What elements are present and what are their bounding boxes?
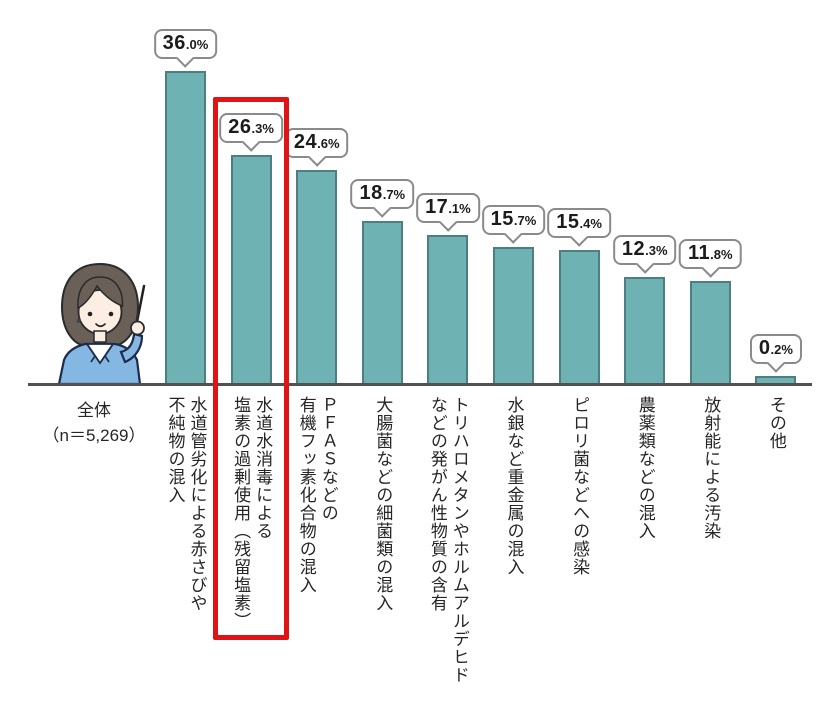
category-label: 大腸菌などの細菌類の混入 — [373, 396, 393, 612]
value-int: 11 — [688, 242, 711, 264]
category-label: 水道水消毒による 塩素の過剰使用（残留塩素） — [231, 396, 273, 630]
presenter-woman-illustration — [57, 262, 146, 384]
woman-neck — [93, 330, 107, 343]
value-bubble: 18.7% — [350, 179, 415, 218]
bar — [361, 221, 403, 384]
woman-hand — [130, 320, 145, 336]
category-label: 放射能による汚染 — [701, 396, 721, 540]
value-int: 0 — [758, 337, 771, 359]
woman-raised-arm — [119, 332, 144, 364]
value-int: 18 — [359, 182, 383, 204]
category-label: 農薬類などの混入 — [635, 396, 655, 540]
value-bubble: 24.6% — [284, 128, 349, 167]
value-bubble: 15.4% — [547, 208, 611, 247]
category-label: 水道管劣化による赤さびや 不純物の混入 — [165, 396, 207, 612]
value-frac: .8% — [710, 247, 733, 262]
value-bubble: 15.7% — [481, 205, 546, 244]
woman-earring — [76, 319, 81, 323]
value-frac: .6% — [317, 136, 340, 151]
woman-lapel-right — [104, 343, 114, 363]
value-bubble: 0.2% — [749, 334, 802, 373]
value-bubble: 11.8% — [679, 239, 742, 278]
woman-eye-left — [87, 311, 93, 317]
highlight-box — [213, 97, 290, 640]
bar — [558, 250, 600, 384]
woman-bangs — [77, 276, 124, 310]
value-bubble: 26.3% — [219, 113, 283, 152]
value-int: 15 — [490, 208, 514, 230]
bar — [230, 155, 272, 384]
bar — [296, 170, 338, 384]
bar — [755, 376, 797, 384]
woman-jacket — [57, 342, 142, 384]
category-label: 水銀など重金属の混入 — [504, 396, 524, 576]
bar — [689, 281, 731, 384]
value-frac: .2% — [770, 342, 793, 357]
woman-mouth — [95, 323, 106, 328]
group-total-label: 全体 （n＝5,269） — [42, 401, 146, 445]
category-label: その他 — [766, 396, 786, 450]
value-frac: .7% — [382, 187, 406, 202]
woman-eye-right — [108, 311, 114, 317]
value-frac: .3% — [645, 243, 668, 258]
bar — [493, 247, 534, 384]
category-label: トリハロメタンやホルムアルデヒド などの発がん性物質の含有 — [427, 396, 469, 684]
value-frac: .3% — [251, 121, 274, 136]
bar — [427, 235, 469, 384]
category-label: ピロリ菌などへの感染 — [570, 396, 590, 576]
bar — [624, 277, 666, 384]
value-bubble: 17.1% — [416, 193, 480, 232]
value-bubble: 12.3% — [612, 235, 677, 274]
value-bubble: 36.0% — [153, 29, 218, 68]
value-frac: .1% — [448, 201, 471, 216]
value-int: 36 — [162, 32, 186, 54]
axis-line — [28, 383, 812, 386]
value-frac: .4% — [579, 216, 602, 231]
woman-lapel-left — [86, 343, 96, 363]
category-label: ＰＦＡＳなどの 有機フッ素化合物の混入 — [296, 396, 338, 594]
value-int: 15 — [556, 211, 580, 233]
value-frac: .0% — [185, 37, 209, 52]
value-frac: .7% — [513, 213, 537, 228]
value-int: 26 — [228, 116, 252, 138]
value-int: 12 — [621, 238, 646, 260]
value-int: 17 — [425, 196, 449, 218]
bar — [165, 71, 206, 384]
value-int: 24 — [293, 131, 318, 153]
